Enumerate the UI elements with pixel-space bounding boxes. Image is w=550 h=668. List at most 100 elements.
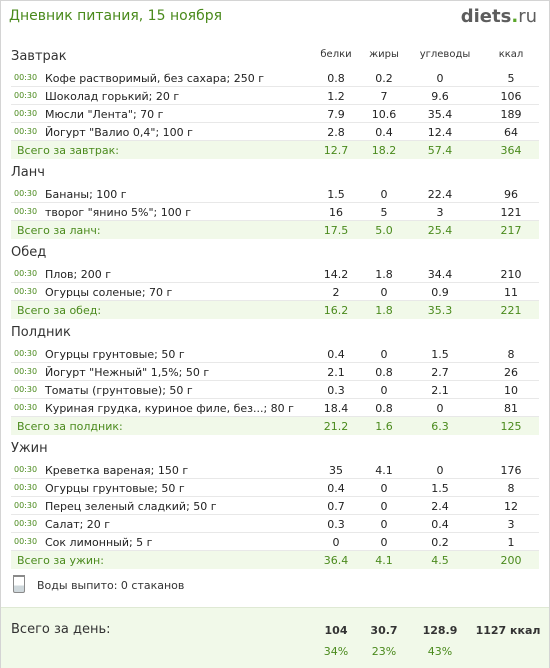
meal-total-protein: 17.5 [323,224,349,237]
water-glass-icon[interactable] [13,575,25,593]
column-header-fat: жиры [369,49,399,60]
food-fat: 0 [380,518,388,531]
food-fat: 0.2 [375,72,393,85]
food-row[interactable]: 00:30 Перец зеленый сладкий; 50 г 0.7 0 2.4 1… [11,497,539,515]
food-fat: 7 [380,90,388,103]
food-time-link[interactable]: 00:30 [14,483,38,492]
day-fat-percent: 23% [371,645,397,658]
meal-total-row: Всего за завтрак: 12.7 18.2 57.4 364 [11,141,539,159]
food-row[interactable]: 00:30 Огурцы грунтовые; 50 г 0.4 0 1.5 8 [11,479,539,497]
food-row[interactable]: 00:30 Мюсли "Лента"; 70 г 7.9 10.6 35.4 189 [11,105,539,123]
food-carbs: 22.4 [427,188,453,201]
day-total: Всего за день: 104 30.7 128.9 1127 ккал … [1,607,549,668]
meal-total-fat: 1.8 [375,304,393,317]
food-carbs: 35.4 [427,108,453,121]
logo-main: diets [460,6,512,27]
food-protein: 0 [332,536,340,549]
food-time-link[interactable]: 00:30 [14,519,38,528]
meal-title: Ужин [11,441,48,456]
food-row[interactable]: 00:30 Томаты (грунтовые); 50 г 0.3 0 2.1 10 [11,381,539,399]
meal-total-row: Всего за ужин: 36.4 4.1 4.5 200 [11,551,539,569]
food-row[interactable]: 00:30 Огурцы грунтовые; 50 г 0.4 0 1.5 8 [11,345,539,363]
food-time-link[interactable]: 00:30 [14,189,38,198]
logo-dot: . [511,6,519,27]
food-kcal: 12 [504,500,518,513]
food-protein: 14.2 [323,268,349,281]
day-protein: 104 [324,624,348,637]
meal-total-row: Всего за ланч: 17.5 5.0 25.4 217 [11,221,539,239]
food-row[interactable]: 00:30 Шоколад горький; 20 г 1.2 7 9.6 106 [11,87,539,105]
food-row[interactable]: 00:30 Плов; 200 г 14.2 1.8 34.4 210 [11,265,539,283]
food-time-link[interactable]: 00:30 [14,207,38,216]
food-time-link[interactable]: 00:30 [14,73,38,82]
food-row[interactable]: 00:30 Огурцы соленые; 70 г 2 0 0.9 11 [11,283,539,301]
meal-total-fat: 1.6 [375,420,393,433]
food-fat: 0.4 [375,126,393,139]
food-name: Томаты (грунтовые); 50 г [45,384,193,397]
food-time-link[interactable]: 00:30 [14,269,38,278]
food-protein: 2.8 [327,126,345,139]
food-fat: 0.8 [375,366,393,379]
food-row[interactable]: 00:30 Йогурт "Валио 0,4"; 100 г 2.8 0.4 12.4… [11,123,539,141]
meal-total-row: Всего за обед: 16.2 1.8 35.3 221 [11,301,539,319]
food-row[interactable]: 00:30 Йогурт "Нежный" 1,5%; 50 г 2.1 0.8 2.7… [11,363,539,381]
food-protein: 0.4 [327,482,345,495]
food-name: Шоколад горький; 20 г [45,90,180,103]
food-time-link[interactable]: 00:30 [14,127,38,136]
food-name: Салат; 20 г [45,518,111,531]
meal-title: Ланч [11,165,45,180]
food-protein: 18.4 [323,402,349,415]
food-kcal: 8 [507,348,515,361]
food-time-link[interactable]: 00:30 [14,537,38,546]
meal-total-fat: 4.1 [375,554,393,567]
food-row[interactable]: 00:30 Бананы; 100 г 1.5 0 22.4 96 [11,185,539,203]
meal-total-label: Всего за ужин: [17,554,104,567]
food-row[interactable]: 00:30 Сок лимонный; 5 г 0 0 0.2 1 [11,533,539,551]
food-row[interactable]: 00:30 Кофе растворимый, без сахара; 250 г… [11,69,539,87]
food-row[interactable]: 00:30 Куриная грудка, куриное филе, без..… [11,399,539,417]
meal-total-kcal: 217 [500,224,522,237]
food-protein: 7.9 [327,108,345,121]
food-time-link[interactable]: 00:30 [14,349,38,358]
food-time-link[interactable]: 00:30 [14,91,38,100]
food-carbs: 9.6 [431,90,449,103]
food-fat: 0 [380,348,388,361]
food-name: Огурцы соленые; 70 г [45,286,173,299]
food-carbs: 0 [436,72,444,85]
food-protein: 1.5 [327,188,345,201]
food-carbs: 12.4 [427,126,453,139]
day-kcal: 1127 ккал [475,624,541,637]
food-time-link[interactable]: 00:30 [14,287,38,296]
meal-total-carbs: 35.3 [427,304,453,317]
meal-total-carbs: 4.5 [431,554,449,567]
logo-tld: ru [518,6,537,27]
site-logo[interactable]: diets.ru [461,6,537,27]
meal-total-label: Всего за ланч: [17,224,101,237]
food-protein: 1.2 [327,90,345,103]
food-fat: 0.8 [375,402,393,415]
water-text: Воды выпито: 0 стаканов [37,579,185,592]
food-time-link[interactable]: 00:30 [14,367,38,376]
food-fat: 0 [380,384,388,397]
food-row[interactable]: 00:30 творог "янино 5%"; 100 г 16 5 3 121 [11,203,539,221]
meal-total-fat: 18.2 [371,144,397,157]
food-time-link[interactable]: 00:30 [14,403,38,412]
food-row[interactable]: 00:30 Салат; 20 г 0.3 0 0.4 3 [11,515,539,533]
meal-total-label: Всего за полдник: [17,420,123,433]
food-fat: 0 [380,536,388,549]
food-name: Мюсли "Лента"; 70 г [45,108,164,121]
food-name: Перец зеленый сладкий; 50 г [45,500,217,513]
food-protein: 16 [329,206,343,219]
food-time-link[interactable]: 00:30 [14,385,38,394]
food-time-link[interactable]: 00:30 [14,465,38,474]
food-fat: 0 [380,500,388,513]
food-time-link[interactable]: 00:30 [14,109,38,118]
column-header-kcal: ккал [498,49,524,60]
food-kcal: 176 [500,464,522,477]
meal-total-protein: 36.4 [323,554,349,567]
meal-total-kcal: 200 [500,554,522,567]
food-name: Куриная грудка, куриное филе, без...; 80… [45,402,294,415]
meal-total-label: Всего за обед: [17,304,102,317]
food-row[interactable]: 00:30 Креветка вареная; 150 г 35 4.1 0 176 [11,461,539,479]
food-time-link[interactable]: 00:30 [14,501,38,510]
